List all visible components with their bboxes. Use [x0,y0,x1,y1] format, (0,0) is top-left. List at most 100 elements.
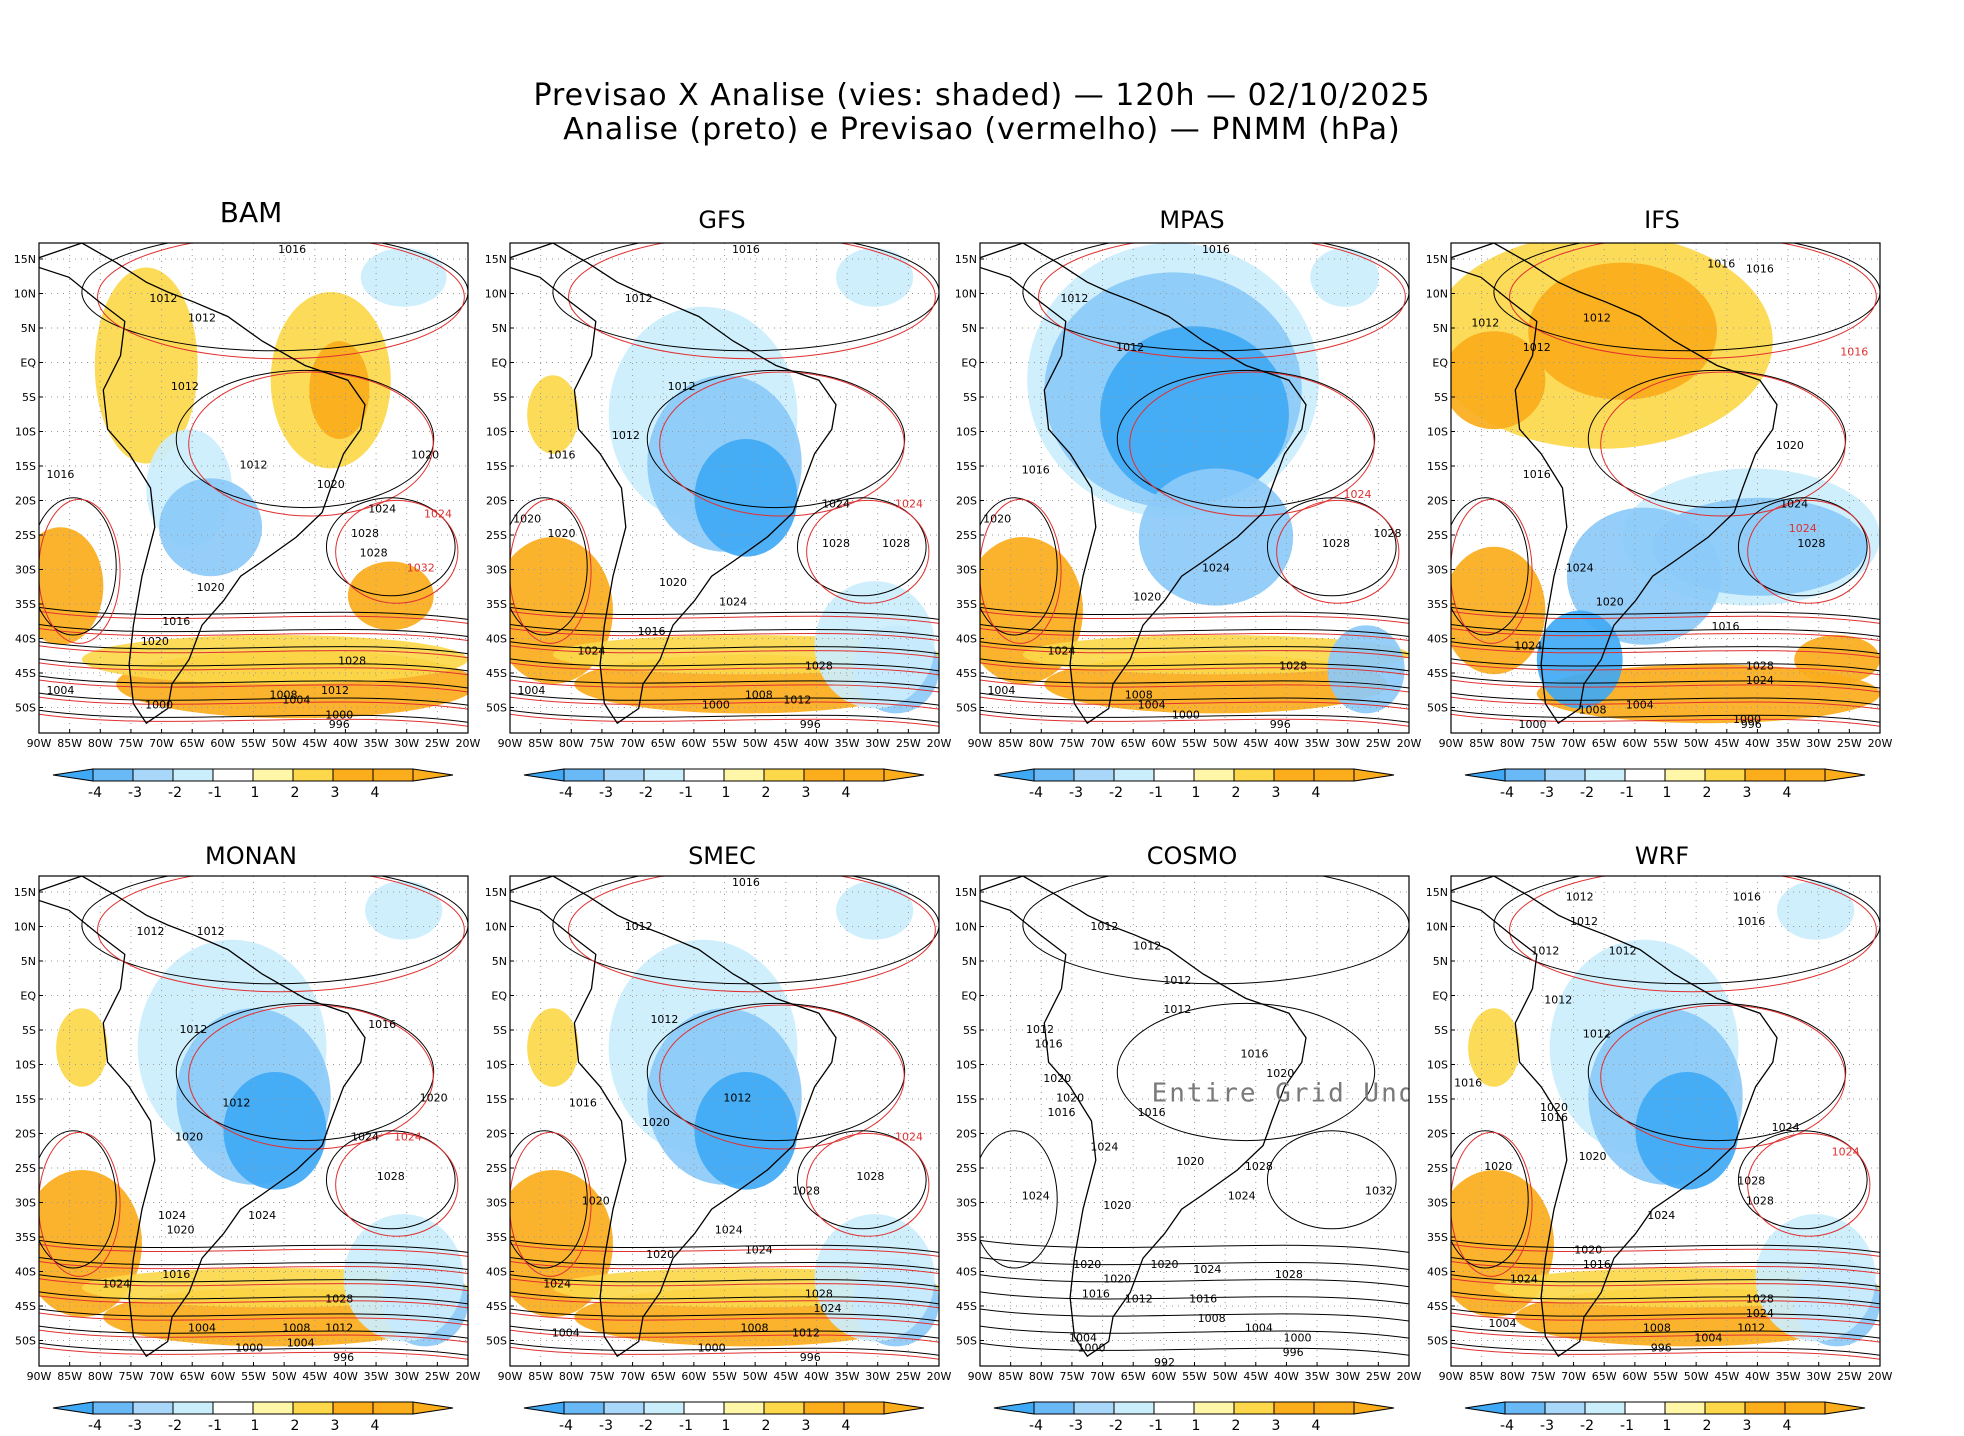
lon-tick-label: 90W [1439,1370,1464,1383]
analysis-isobar [1451,1257,1880,1271]
contour-label: 1012 [1583,1028,1611,1041]
analysis-isobar [510,641,939,655]
analysis-isobar [980,1239,1409,1253]
contour-label: 1020 [1266,1067,1294,1080]
lon-tick-label: 90W [968,1370,993,1383]
contour-label: 1024 [424,507,452,520]
contour-label: 1012 [723,1091,751,1104]
lon-tick-label: 75W [1530,737,1555,750]
colorbar-label: 3 [331,785,340,801]
bias-shading [360,247,447,307]
contour-label: 1024 [248,1209,276,1222]
contour-label: 1028 [1746,659,1774,672]
contour-label: 1024 [1647,1209,1675,1222]
forecast-isobar [39,1261,468,1275]
colorbar-label: -3 [1540,785,1554,801]
undef-notice: Entire Grid Undef [1152,1078,1452,1108]
contour-label: 1016 [162,1268,190,1281]
forecast-isobar [1451,498,1533,644]
contour-label: 1024 [719,596,747,609]
contour-label: 1012 [1737,1322,1765,1335]
contour-label: 1012 [783,694,811,707]
lon-tick-label: 90W [968,737,993,750]
bias-shading [1536,610,1623,709]
lat-tick-label: 15S [486,1093,507,1106]
analysis-isobar [510,1257,939,1271]
colorbar-swatch [292,1401,334,1415]
lon-tick-label: 50W [1213,737,1238,750]
map-panel-monan: 1012 1012 1012 1016 1012 1020 1024 1024 1020 1028… [14,875,481,1434]
colorbar-label: -3 [599,1418,613,1434]
lat-tick-label: 30S [956,564,977,577]
contour-label: 1020 [1103,1273,1131,1286]
lon-tick-label: 80W [88,737,113,750]
lat-tick-label: 45S [486,667,507,680]
lon-tick-label: 65W [180,1370,205,1383]
contour-label: 1028 [792,1185,820,1198]
analysis-isobar [646,1002,906,1142]
contour-label: 1024 [1772,1121,1800,1134]
lon-tick-label: 30W [394,737,419,750]
forecast-isobar [980,498,1062,644]
lon-tick-label: 45W [1243,1370,1268,1383]
contour-label: 1028 [1275,1268,1303,1281]
analysis-isobar [1451,1130,1529,1269]
contour-label: 1008 [745,689,773,702]
contour-label: 1016 [278,243,306,256]
analysis-isobar [510,1325,939,1339]
colorbar-label: 4 [1783,1418,1792,1434]
colorbar-swatch [1193,768,1235,782]
contour-label: 1004 [552,1327,580,1340]
contour-label: 1008 [1125,689,1153,702]
contour-label: 1024 [1344,488,1372,501]
colorbar-label: -2 [639,1418,653,1434]
forecast-isobar [39,1278,468,1292]
lat-tick-label: 50S [15,702,36,715]
contour-label: 996 [1741,718,1762,731]
contour-label: 1020 [1574,1243,1602,1256]
colorbar-label: -2 [168,785,182,801]
analysis-isobar [1116,1002,1376,1142]
colorbar-label: 2 [291,1418,300,1434]
contour-label: 1020 [547,527,575,540]
contour-label: 1012 [1163,1003,1191,1016]
analysis-isobar [510,1130,588,1269]
forecast-isobar [1451,1346,1880,1360]
contour-label: 1028 [1746,1292,1774,1305]
lat-tick-label: 15S [486,460,507,473]
contour-label: 1020 [1073,1258,1101,1271]
contour-label: 1020 [1484,1160,1512,1173]
contour-label: 1012 [240,458,268,471]
lon-tick-label: 75W [1059,737,1084,750]
coastline [39,876,366,1358]
lat-tick-label: 10N [485,921,507,934]
analysis-isobar [81,243,468,352]
contour-label: 1020 [1579,1150,1607,1163]
lon-tick-label: 60W [1151,737,1176,750]
colorbar-swatch [92,768,134,782]
lat-tick-label: 10S [486,1059,507,1072]
lat-tick-label: 40S [486,1266,507,1279]
contour-label: 1028 [805,1287,833,1300]
lon-tick-label: 55W [1653,1370,1678,1383]
forecast-isobar [980,679,1409,693]
lat-tick-label: 30S [486,1197,507,1210]
colorbar-arrow-left [993,768,1035,782]
lat-tick-label: 40S [1427,633,1448,646]
contour-label: 1020 [1103,1199,1131,1212]
lon-tick-label: 40W [804,737,829,750]
map-panel-wrf: 1012 1016 1016 1012 1012 1012 1012 1016 1012 1020… [1426,875,1893,1434]
colorbar-swatch [723,1401,765,1415]
lat-tick-label: 5N [21,955,36,968]
lon-tick-label: 25W [896,1370,921,1383]
lat-tick-label: 10S [956,426,977,439]
contour-label: 1020 [1043,1072,1071,1085]
forecast-isobar [510,662,939,676]
lon-tick-label: 50W [1213,1370,1238,1383]
forecast-isobar [39,713,468,727]
contour-label: 1028 [1746,1194,1774,1207]
lat-tick-label: 20S [1427,495,1448,508]
lat-tick-label: EQ [961,357,977,370]
bias-shading [1138,468,1294,606]
contour-label: 1012 [1523,341,1551,354]
